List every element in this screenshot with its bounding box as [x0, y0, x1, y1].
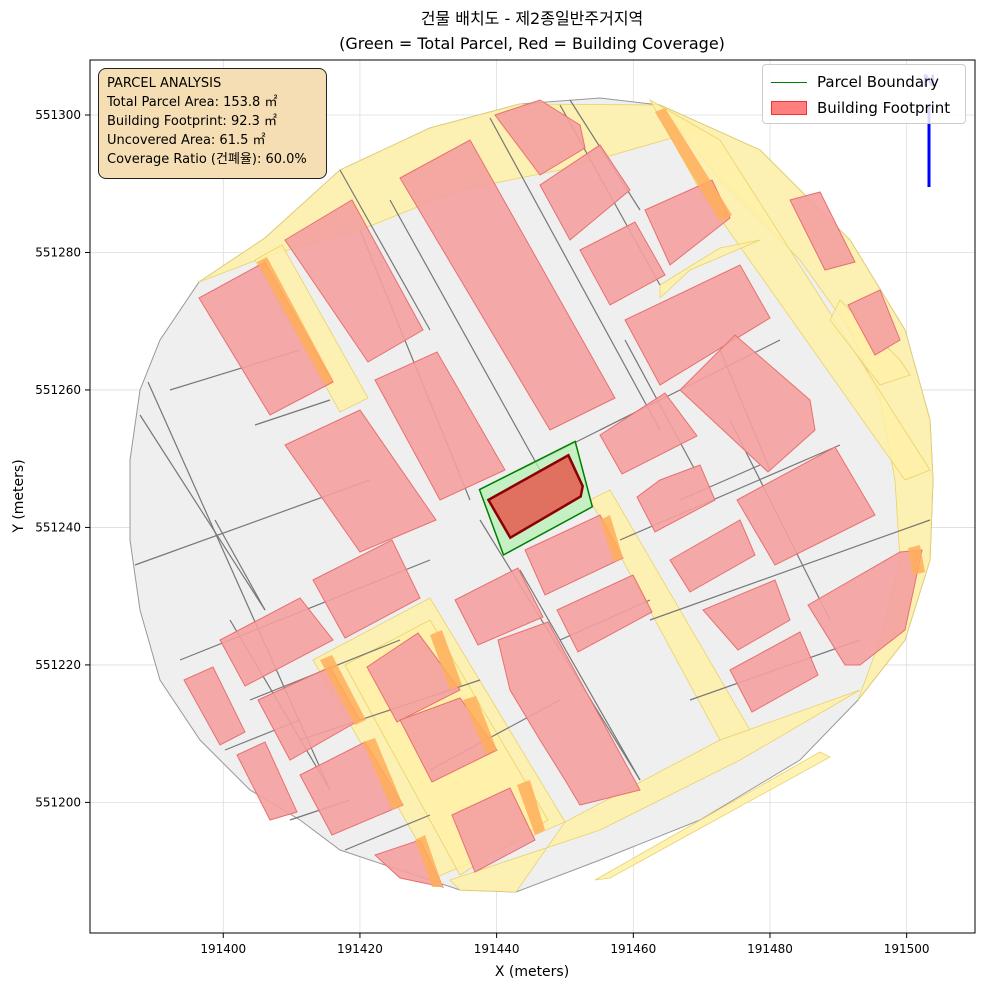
road-area — [659, 239, 761, 299]
parcel-analysis-heading: PARCEL ANALYSIS — [107, 76, 222, 91]
context-building — [183, 666, 246, 746]
x-tick-label: 191480 — [747, 942, 793, 956]
road-area — [648, 98, 931, 481]
plot-frame — [89, 59, 976, 934]
context-building — [198, 261, 334, 416]
context-building — [284, 199, 424, 363]
parcel-boundary-swatch — [771, 81, 807, 83]
coverage-ratio-text: Coverage Ratio (건폐율): 60.0% — [107, 152, 307, 167]
parcel-line — [649, 519, 931, 621]
context-building — [789, 191, 856, 271]
context-building — [374, 351, 506, 501]
overlap-area — [517, 780, 545, 835]
road-area — [449, 689, 861, 893]
context-building — [454, 567, 544, 646]
y-tick-label: 551220 — [35, 658, 81, 672]
legend-item-parcel-boundary: Parcel Boundary — [771, 69, 957, 95]
parcel-line — [139, 414, 266, 611]
x-tick-label: 191500 — [884, 942, 930, 956]
y-tick-label: 551300 — [35, 108, 81, 122]
parcel-analysis-box: PARCEL ANALYSIS Total Parcel Area: 153.8… — [98, 68, 327, 179]
context-building — [579, 221, 666, 306]
overlap-area — [600, 515, 623, 562]
parcel-line — [519, 569, 641, 781]
context-building — [556, 574, 653, 653]
context-building — [451, 787, 536, 873]
parcel-line — [254, 399, 331, 426]
parcel-line — [389, 199, 541, 471]
overlap-area — [363, 738, 403, 810]
y-axis-ticks: 551300 551280 551260 551240 551220 551200 — [35, 108, 90, 809]
legend: Parcel Boundary Building Footprint — [762, 64, 966, 124]
building-footprint-text: Building Footprint: 92.3 ㎡ — [107, 114, 278, 129]
legend-label-building-footprint: Building Footprint — [817, 99, 951, 117]
legend-label-parcel-boundary: Parcel Boundary — [817, 73, 940, 91]
context-building — [679, 334, 816, 473]
context-building — [497, 621, 641, 806]
overlap-area — [463, 696, 497, 754]
overlap-area — [908, 545, 925, 575]
chart-title-line2: (Green = Total Parcel, Red = Building Co… — [339, 34, 725, 53]
overlap-area — [430, 630, 462, 690]
parcel-line — [214, 519, 266, 611]
parcel-line — [489, 117, 661, 431]
context-building — [312, 539, 421, 639]
y-tick-label: 551260 — [35, 383, 81, 397]
context-building — [702, 579, 791, 651]
context-building — [729, 631, 819, 713]
overlap-area — [415, 835, 443, 887]
context-building — [847, 289, 901, 356]
context-building — [736, 446, 876, 566]
x-tick-label: 191440 — [474, 942, 520, 956]
road-area — [659, 104, 934, 701]
target-building-footprint[interactable] — [486, 453, 585, 540]
context-building — [366, 632, 461, 723]
y-axis-label: Y (meters) — [11, 459, 27, 533]
overlap-area — [257, 257, 333, 385]
x-tick-label: 191420 — [337, 942, 383, 956]
x-axis-label: X (meters) — [495, 964, 569, 980]
overlap-area — [320, 655, 366, 725]
x-tick-label: 191460 — [610, 942, 656, 956]
total-parcel-area-text: Total Parcel Area: 153.8 ㎡ — [107, 95, 278, 110]
context-building — [539, 144, 631, 241]
road-area — [594, 751, 831, 881]
context-building — [807, 549, 923, 666]
x-tick-label: 191400 — [200, 942, 246, 956]
parcel-line — [339, 169, 431, 331]
y-tick-label: 551240 — [35, 520, 81, 534]
context-building — [624, 264, 771, 386]
context-building — [236, 741, 298, 821]
context-building — [636, 464, 716, 533]
y-tick-label: 551200 — [35, 795, 81, 809]
chart-title-line1: 건물 배치도 - 제2종일반주거지역 — [421, 9, 644, 28]
parcel-line — [344, 814, 431, 851]
context-building — [399, 139, 616, 431]
y-tick-label: 551280 — [35, 245, 81, 259]
context-building — [219, 597, 334, 687]
context-building — [599, 392, 698, 475]
x-axis-ticks: 191400 191420 191440 191460 191480 191500 — [200, 933, 930, 956]
context-building — [669, 519, 756, 593]
context-building — [494, 99, 586, 176]
context-building — [284, 409, 437, 553]
uncovered-area-text: Uncovered Area: 61.5 ㎡ — [107, 133, 266, 148]
building-footprint-swatch — [771, 101, 807, 115]
legend-item-building-footprint: Building Footprint — [771, 95, 957, 121]
target-parcel-group[interactable] — [478, 440, 594, 556]
overlap-area — [655, 108, 732, 222]
